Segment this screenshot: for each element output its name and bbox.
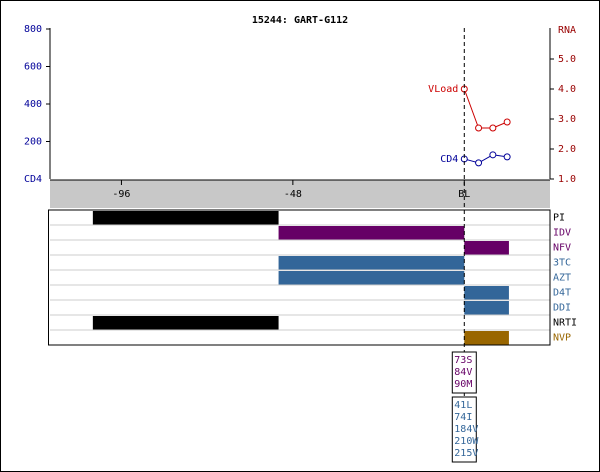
- point: [503, 118, 511, 126]
- mutation-label: 73S: [454, 355, 472, 366]
- mutation-label: 41L: [454, 400, 472, 411]
- y2-tick-label: 3.0: [558, 114, 576, 125]
- mutation-label: 184V: [454, 424, 478, 435]
- drug-bar: [92, 316, 279, 330]
- series-label: VLoad: [428, 84, 458, 95]
- drug-bar: [92, 211, 279, 225]
- mutation-box: [451, 396, 477, 463]
- drug-label: NVP: [553, 333, 571, 344]
- drug-bar: [278, 256, 465, 270]
- mutation-label: 84V: [454, 367, 472, 378]
- drug-bar: [278, 271, 465, 285]
- mutation-label: 210W: [454, 436, 479, 447]
- series-label: CD4: [440, 154, 458, 165]
- y2-tick-label: 5.0: [558, 54, 576, 65]
- point: [475, 124, 483, 132]
- y2-axis-label: RNA: [558, 25, 576, 36]
- mutation-label: 90M: [454, 379, 472, 390]
- y-tick-label: 400: [24, 99, 42, 110]
- y-axis-label: CD4: [24, 174, 42, 185]
- drug-panel: [48, 209, 551, 346]
- x-tick-label: BL: [458, 189, 470, 200]
- point: [475, 159, 483, 167]
- drug-label: PI: [553, 213, 565, 224]
- mutation-box: [451, 351, 477, 394]
- y2-tick-label: 1.0: [558, 174, 576, 185]
- drug-label: NRTI: [553, 318, 577, 329]
- drug-bar: [464, 241, 509, 255]
- drug-label: NFV: [553, 243, 571, 254]
- drug-bar: [278, 226, 465, 240]
- x-tick-label: -96: [112, 189, 130, 200]
- mutation-label: 215V: [454, 448, 478, 459]
- drug-label: 3TC: [553, 258, 571, 269]
- drug-bar: [464, 286, 509, 300]
- x-axis-band: [50, 180, 550, 208]
- y-tick-label: 200: [24, 137, 42, 148]
- y-tick-label: 600: [24, 62, 42, 73]
- point: [489, 151, 497, 159]
- drug-label: DDI: [553, 303, 571, 314]
- drug-label: D4T: [553, 288, 571, 299]
- x-tick-label: -48: [284, 189, 302, 200]
- series-line: [464, 154, 508, 164]
- drug-bar: [464, 331, 509, 345]
- mutation-label: 74I: [454, 412, 472, 423]
- y2-tick-label: 2.0: [558, 144, 576, 155]
- series-line: [463, 88, 508, 129]
- y-tick-label: 800: [24, 24, 42, 35]
- y2-tick-label: 4.0: [558, 84, 576, 95]
- drug-bar: [464, 301, 509, 315]
- chart-title: 15244: GART-G112: [252, 15, 348, 26]
- drug-label: IDV: [553, 228, 571, 239]
- point: [503, 153, 511, 161]
- drug-label: AZT: [553, 273, 571, 284]
- point: [489, 124, 497, 132]
